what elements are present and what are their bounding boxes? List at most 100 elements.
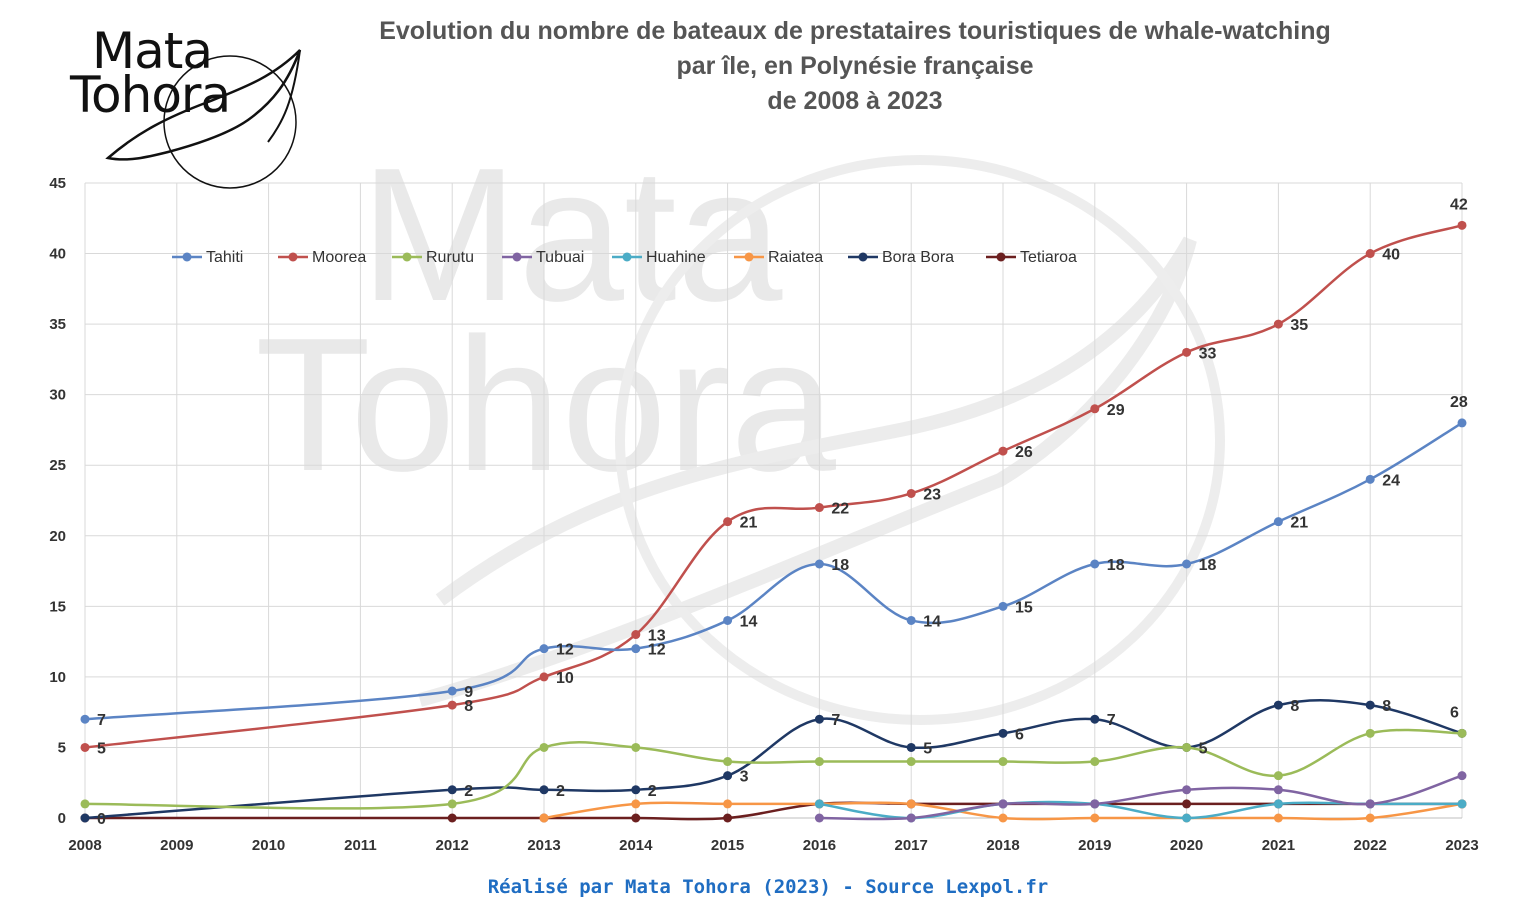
data-point-rurutu — [1090, 757, 1100, 767]
data-label-moorea: 22 — [831, 501, 849, 518]
data-label-tahiti: 12 — [648, 642, 666, 659]
legend-item-rurutu: Rurutu — [392, 249, 474, 266]
data-label-tahiti: 7 — [97, 712, 106, 729]
data-point-tetiaroa — [447, 813, 457, 823]
data-point-bora-bora — [814, 714, 824, 724]
data-label-moorea: 35 — [1290, 317, 1308, 334]
data-point-raiatea — [1273, 813, 1283, 823]
whale-tail-logo-icon — [105, 49, 302, 189]
series-moorea — [80, 220, 1467, 752]
x-tick-label: 2014 — [619, 837, 653, 854]
data-label-bora-bora: 8 — [1290, 698, 1299, 715]
legend-label-raiatea: Raiatea — [768, 249, 823, 266]
data-label-bora-bora: 3 — [740, 769, 749, 786]
series — [80, 220, 1467, 823]
data-label-bora-bora: 2 — [556, 783, 565, 800]
y-tick-label: 0 — [58, 810, 66, 827]
data-label-moorea: 21 — [740, 515, 758, 532]
data-point-bora-bora — [1365, 700, 1375, 710]
legend-marker-tetiaroa — [996, 252, 1006, 262]
footer-credit: Réalisé par Mata Tohora (2023) - Source … — [487, 876, 1049, 898]
data-point-tahiti — [447, 686, 457, 696]
data-point-tubuai — [1182, 785, 1192, 795]
legend-label-tubuai: Tubuai — [536, 249, 584, 266]
data-point-rurutu — [1273, 771, 1283, 781]
data-label-bora-bora: 6 — [1450, 704, 1459, 721]
data-point-rurutu — [723, 757, 733, 767]
data-label-tahiti: 9 — [464, 684, 473, 701]
legend-label-tetiaroa: Tetiaroa — [1020, 249, 1077, 266]
series-raiatea — [539, 799, 1467, 823]
data-point-tahiti — [723, 615, 733, 625]
legend-item-moorea: Moorea — [278, 249, 366, 266]
data-point-tubuai — [998, 799, 1008, 809]
data-point-tahiti — [80, 714, 90, 724]
chart-title-line2: par île, en Polynésie française — [676, 52, 1034, 80]
logo-text-line1: Mata — [92, 22, 213, 80]
grid — [84, 182, 1463, 819]
data-point-tetiaroa — [1182, 799, 1192, 809]
data-point-moorea — [1182, 347, 1192, 357]
legend-label-huahine: Huahine — [646, 249, 706, 266]
series-line-moorea — [84, 224, 1463, 749]
data-label-bora-bora: 8 — [1382, 698, 1391, 715]
data-point-tetiaroa — [723, 813, 733, 823]
chart-title: Evolution du nombre de bateaux de presta… — [330, 14, 1380, 119]
data-label-tahiti: 15 — [1015, 599, 1033, 616]
data-label-moorea: 13 — [648, 628, 666, 645]
series-tubuai — [814, 771, 1467, 823]
data-point-raiatea — [631, 799, 641, 809]
data-point-rurutu — [80, 799, 90, 809]
y-tick-label: 25 — [49, 457, 66, 474]
y-tick-label: 45 — [49, 175, 66, 192]
data-point-bora-bora — [1273, 700, 1283, 710]
legend-item-tahiti: Tahiti — [172, 249, 243, 266]
data-label-tahiti: 18 — [1107, 557, 1125, 574]
series-line-tubuai — [819, 774, 1463, 821]
x-tick-label: 2021 — [1262, 837, 1295, 854]
legend-label-moorea: Moorea — [312, 249, 366, 266]
data-point-moorea — [1365, 249, 1375, 259]
data-point-rurutu — [447, 799, 457, 809]
data-point-tubuai — [1365, 799, 1375, 809]
data-point-raiatea — [1090, 813, 1100, 823]
x-tick-label: 2009 — [160, 837, 193, 854]
data-label-tahiti: 24 — [1382, 472, 1400, 489]
data-point-tubuai — [814, 813, 824, 823]
data-point-tetiaroa — [631, 813, 641, 823]
x-tick-label: 2010 — [252, 837, 285, 854]
data-point-rurutu — [1365, 728, 1375, 738]
y-tick-label: 40 — [49, 246, 66, 263]
data-point-tahiti — [1090, 559, 1100, 569]
x-tick-label: 2011 — [344, 837, 377, 854]
legend-label-tahiti: Tahiti — [206, 249, 243, 266]
data-point-bora-bora — [723, 771, 733, 781]
data-label-bora-bora: 2 — [648, 783, 657, 800]
data-point-raiatea — [906, 799, 916, 809]
data-label-bora-bora: 5 — [1199, 740, 1208, 757]
data-point-moorea — [1457, 220, 1467, 230]
data-point-rurutu — [906, 757, 916, 767]
data-point-huahine — [814, 799, 824, 809]
data-label-moorea: 23 — [923, 486, 941, 503]
series-line-tetiaroa — [85, 801, 1462, 821]
y-tick-label: 15 — [49, 598, 66, 615]
data-point-bora-bora — [906, 742, 916, 752]
data-point-tubuai — [906, 813, 916, 823]
x-tick-label: 2008 — [68, 837, 101, 854]
data-label-tahiti: 18 — [831, 557, 849, 574]
data-point-raiatea — [1365, 813, 1375, 823]
x-tick-label: 2012 — [436, 837, 469, 854]
data-point-bora-bora — [998, 728, 1008, 738]
data-point-tubuai — [1457, 771, 1467, 781]
data-label-tahiti: 21 — [1290, 515, 1308, 532]
logo-text-line2: Tohora — [70, 66, 231, 124]
data-point-moorea — [631, 630, 641, 640]
data-label-bora-bora: 7 — [831, 712, 840, 729]
data-point-moorea — [80, 742, 90, 752]
data-label-bora-bora: 6 — [1015, 726, 1024, 743]
data-point-moorea — [1273, 319, 1283, 329]
x-tick-label: 2018 — [986, 837, 1019, 854]
